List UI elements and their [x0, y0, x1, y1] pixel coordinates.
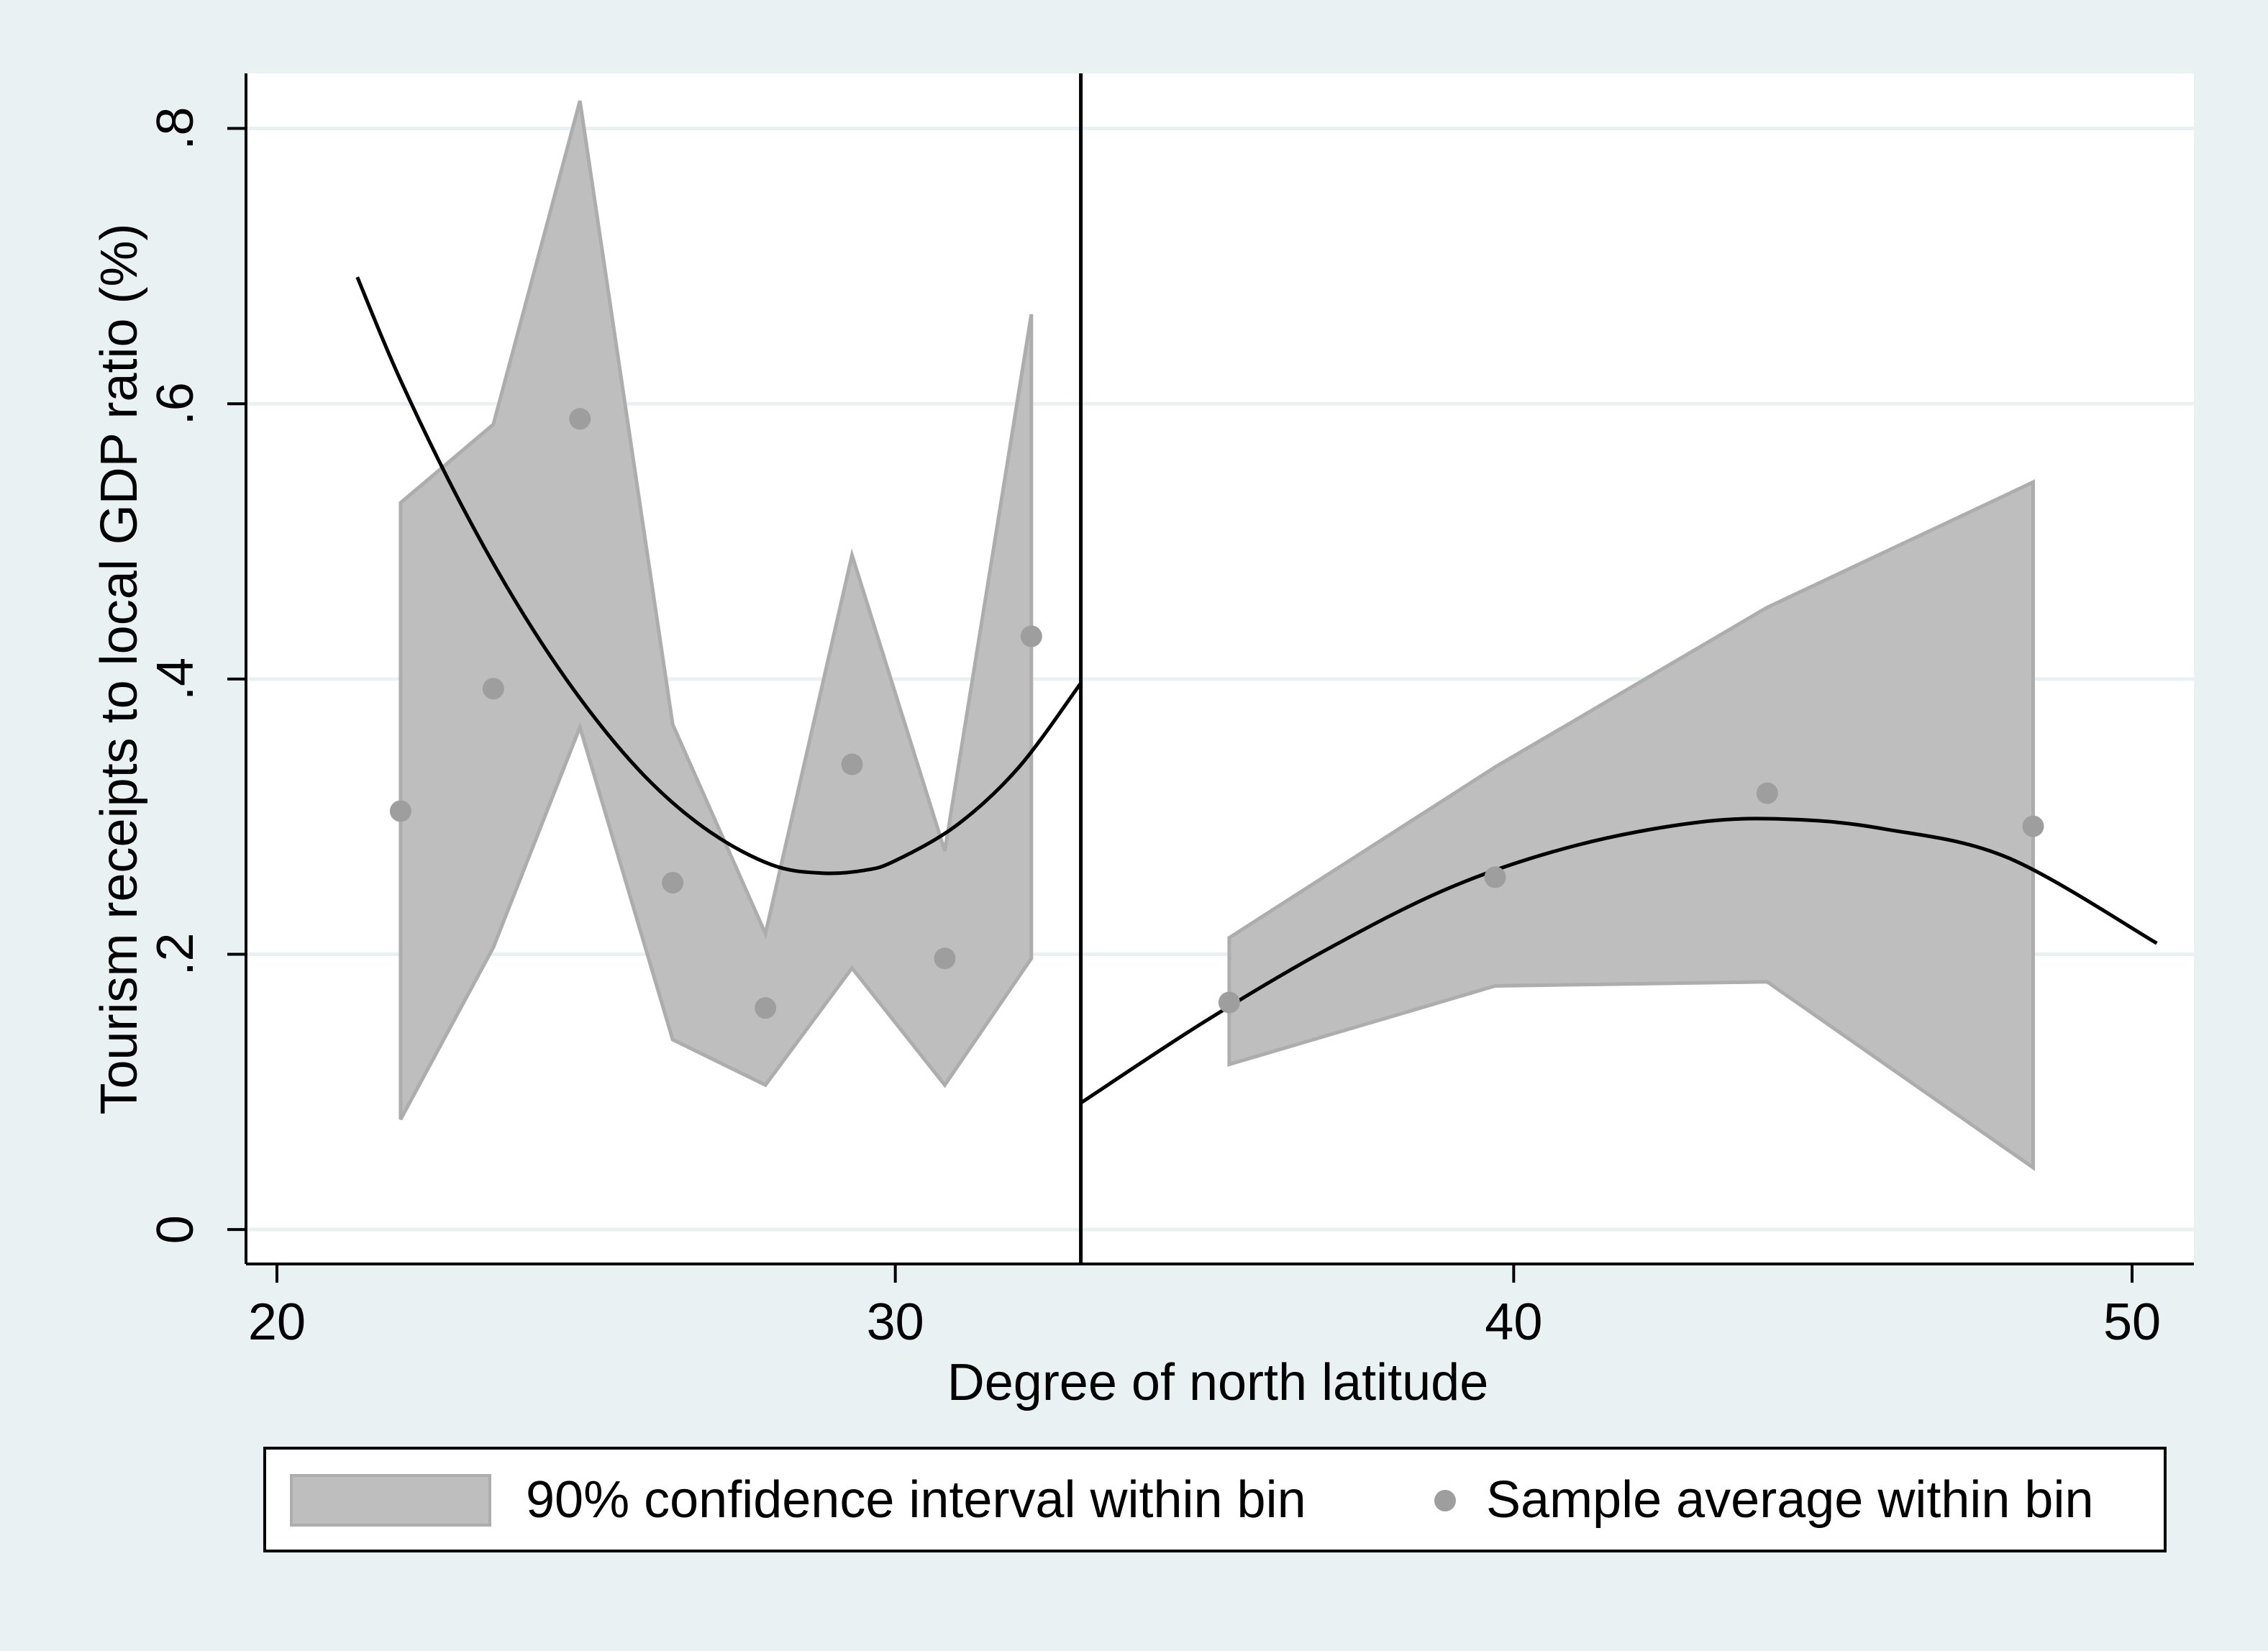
fit-line-0 — [355, 276, 1083, 875]
fit-lines — [355, 276, 2158, 1105]
legend-box — [263, 1447, 2167, 1552]
data-point-11 — [2022, 815, 2044, 837]
data-point-2 — [569, 408, 591, 430]
data-point-4 — [755, 997, 777, 1019]
x-tick-label-3: 50 — [2103, 1293, 2161, 1351]
y-ticks: 0 .2 .4 .6 .8 — [147, 107, 246, 1244]
legend-band-swatch — [290, 1474, 491, 1527]
axes — [245, 73, 2194, 1265]
data-point-7 — [1020, 625, 1042, 647]
legend-point-label: Sample average within bin — [1486, 1471, 2094, 1529]
data-point-10 — [1756, 782, 1778, 804]
data-point-8 — [1218, 991, 1240, 1014]
x-tick-label-0: 20 — [248, 1293, 306, 1351]
data-point-5 — [841, 753, 863, 776]
y-axis-title: Tourism receipts to local GDP ratio (%) — [91, 223, 148, 1114]
y-tick-label-3: .6 — [147, 382, 204, 425]
data-point-9 — [1484, 866, 1506, 888]
x-tick-label-2: 40 — [1485, 1293, 1542, 1351]
legend: 90% confidence interval within bin Sampl… — [263, 1447, 2167, 1552]
sample-points — [389, 408, 2044, 1019]
confidence-band-0 — [399, 100, 1034, 1121]
x-ticks: 20 30 40 50 — [248, 1264, 2161, 1351]
data-point-0 — [389, 800, 411, 822]
legend-band-label: 90% confidence interval within bin — [526, 1471, 1306, 1529]
fit-line-1 — [1080, 817, 2158, 1105]
data-point-6 — [934, 947, 956, 970]
y-tick-label-2: .4 — [147, 658, 204, 701]
data-point-3 — [662, 872, 684, 894]
confidence-band-1 — [1227, 479, 2035, 1171]
y-tick-label-1: .2 — [147, 932, 204, 975]
confidence-bands — [399, 100, 2035, 1171]
x-tick-label-1: 30 — [867, 1293, 924, 1351]
legend-point-marker — [1434, 1490, 1456, 1511]
x-axis-title: Degree of north latitude — [947, 1354, 1488, 1411]
y-tick-label-4: .8 — [147, 107, 204, 150]
y-tick-label-0: 0 — [147, 1215, 204, 1244]
data-point-1 — [482, 678, 504, 700]
